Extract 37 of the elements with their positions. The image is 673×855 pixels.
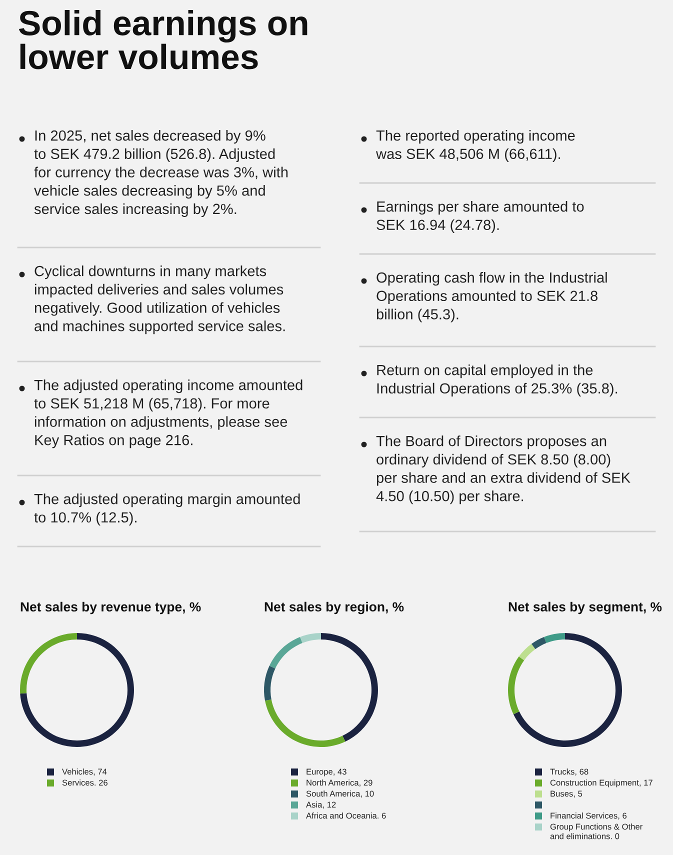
text: The reported operating income was SEK 48,506 M (66,611). [376, 130, 575, 162]
donut-slice [300, 633, 321, 644]
donut-slice [518, 644, 536, 660]
donut-slice [269, 637, 302, 668]
legend-label: Asia, 12 [306, 802, 336, 809]
legend-label: North America, 29 [306, 780, 372, 787]
chart-title: Net sales by region, % [264, 602, 404, 614]
text: Earnings per share amounted to SEK 16.94 (24.78). [376, 201, 584, 233]
chart-title: Net sales by segment, % [508, 602, 662, 614]
legend-label: Buses, 5 [550, 790, 582, 798]
donut-slice [544, 633, 565, 644]
legend-label: Financial Services, 6 [550, 812, 627, 820]
text: Operating cash flow in the Industrial Operations amounted to SEK 21.8 billion (45.3). [376, 272, 607, 322]
legend-label: Group Functions & Other and eliminations. 0 [550, 824, 642, 840]
legend-label: Vehicles, 74 [62, 768, 107, 776]
donut-slice [265, 699, 346, 747]
chart-title: Net sales by revenue type, % [20, 602, 201, 614]
text: Return on capital employed in the Industrial Operations of 25.3% (35.8). [377, 364, 618, 396]
donut-slice [20, 633, 134, 747]
text: The Board of Directors proposes an ordinary dividend of SEK 8.50 (8.00) per share and an extra dividend of SEK 4.50 (10.50) per share. [376, 436, 630, 504]
text: The adjusted operating income amounted to SEK 51,218 M (65,718). For more information on adjustments, please see Key Ratios on page 216. [34, 380, 302, 448]
text: In 2025, net sales decreased by 9% to SEK 479.2 billion (526.8). Adjusted for currency the decrease was 3%, with vehicle sales decreasing by 5% and service sales increasing by 2%. [34, 130, 288, 217]
donut-slice [321, 633, 378, 742]
donut-slice [513, 633, 622, 747]
legend-label: Construction Equipment, 17 [550, 780, 652, 788]
donut-slice [20, 633, 77, 694]
text: Solid earnings on lower volumes [19, 10, 308, 70]
text: The adjusted operating margin amounted to 10.7% (12.5). [34, 494, 300, 526]
legend-label: Trucks, 68 [550, 768, 588, 776]
donut-slice [508, 656, 524, 714]
text: Cyclical downturns in many markets impacted deliveries and sales volumes negatively. Good utilization of vehicles and machines supported service sales. [34, 266, 285, 334]
legend-label: South America, 10 [306, 790, 374, 798]
legend-label: Africa and Oceania. 6 [306, 812, 386, 819]
donut-slice [264, 666, 276, 701]
legend-label: Europe, 43 [306, 768, 346, 776]
legend-label: Services. 26 [62, 780, 108, 786]
donut-slice [531, 637, 546, 650]
